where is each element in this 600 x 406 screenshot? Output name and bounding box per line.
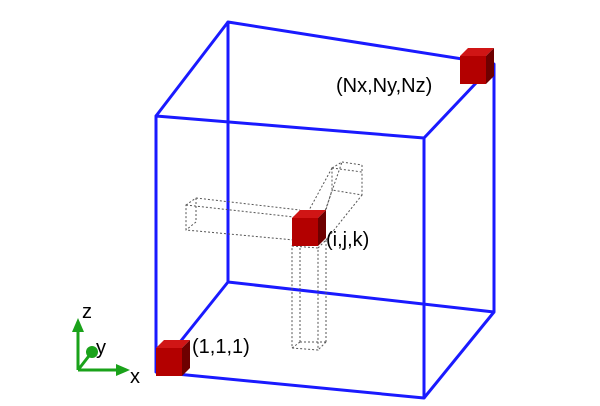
cube-back-face — [226, 20, 496, 314]
cube-edge-br — [422, 311, 496, 399]
axis-x-arrow-icon — [116, 364, 130, 376]
stencil-arms — [185, 161, 363, 351]
cell-origin — [156, 340, 190, 376]
axis-label-y: y — [96, 337, 106, 359]
axis-label-z: z — [82, 301, 92, 323]
cell-corner — [460, 48, 494, 84]
axis-z-arrow-icon — [72, 318, 84, 332]
label-center: (i,j,k) — [326, 229, 369, 251]
cell-center — [292, 210, 326, 246]
stencil-arm-z — [291, 245, 319, 351]
axis-triad: x y z — [72, 301, 140, 388]
axis-y-arrow-icon — [86, 346, 98, 358]
axis-label-x: x — [130, 366, 140, 388]
label-origin: (1,1,1) — [192, 336, 250, 358]
label-corner: (Nx,Ny,Nz) — [336, 75, 432, 97]
stencil-arm-x — [185, 204, 295, 241]
stencil-arm-y — [331, 167, 363, 196]
cube-edge-tl — [154, 21, 230, 117]
